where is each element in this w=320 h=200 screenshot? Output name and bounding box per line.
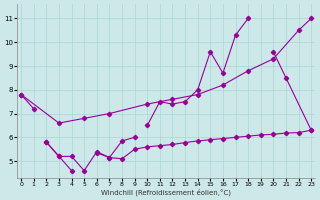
X-axis label: Windchill (Refroidissement éolien,°C): Windchill (Refroidissement éolien,°C) <box>101 188 231 196</box>
